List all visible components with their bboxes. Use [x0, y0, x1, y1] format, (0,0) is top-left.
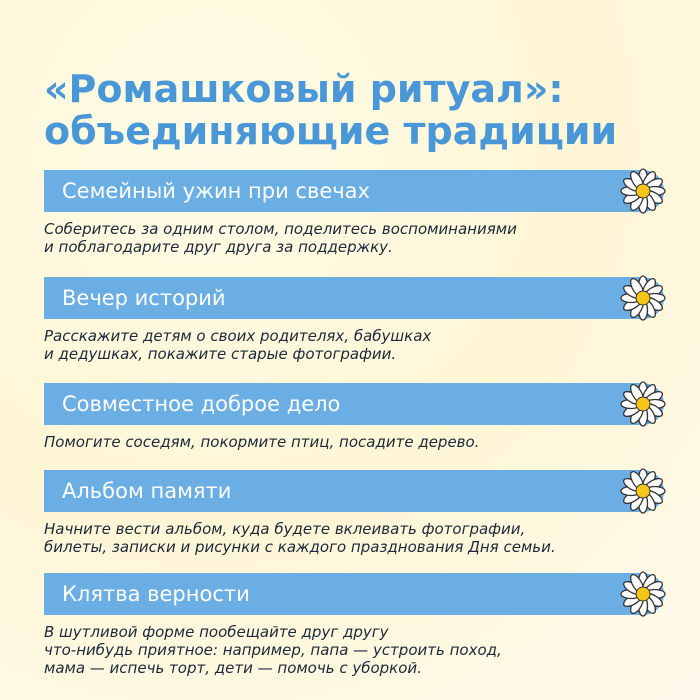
- item-title: Совместное доброе дело: [62, 392, 341, 416]
- tradition-item: Альбом памяти Начните вести альбом, куда …: [44, 468, 666, 556]
- text-line: и поблагодарите друг друга за поддержку.: [44, 238, 393, 256]
- item-header: Клятва верности: [44, 571, 666, 617]
- tradition-item: Семейный ужин при свечах Соберитесь за од…: [44, 168, 666, 256]
- item-title: Вечер историй: [62, 286, 226, 310]
- item-text: В шутливой форме пообещайте друг другу чт…: [44, 623, 664, 677]
- daisy-icon: [620, 381, 666, 427]
- text-line: мама — испечь торт, дети — помочь с убор…: [44, 659, 422, 677]
- title-line: «Ромашковый ритуал»:: [44, 67, 564, 111]
- daisy-icon: [620, 168, 666, 214]
- item-header: Вечер историй: [44, 275, 666, 321]
- item-title: Семейный ужин при свечах: [62, 179, 370, 203]
- text-line: и дедушках, покажите старые фотографии.: [44, 345, 397, 363]
- daisy-icon: [620, 468, 666, 514]
- tradition-item: Клятва верности В шутливой форме пообещай…: [44, 571, 666, 677]
- tradition-item: Вечер историй Расскажите детям о своих ро…: [44, 275, 666, 363]
- item-text: Расскажите детям о своих родителях, бабу…: [44, 327, 664, 363]
- text-line: Расскажите детям о своих родителях, бабу…: [44, 327, 432, 345]
- item-header: Семейный ужин при свечах: [44, 168, 666, 214]
- item-title: Клятва верности: [62, 582, 250, 606]
- text-line: что-нибудь приятное: например, папа — ус…: [44, 641, 502, 659]
- item-text: Соберитесь за одним столом, поделитесь в…: [44, 220, 664, 256]
- tradition-item: Совместное доброе дело Помогите соседям, …: [44, 381, 666, 451]
- text-line: Начните вести альбом, куда будете вклеив…: [44, 520, 526, 538]
- text-line: В шутливой форме пообещайте друг другу: [44, 623, 389, 641]
- daisy-icon: [620, 275, 666, 321]
- item-title: Альбом памяти: [62, 479, 232, 503]
- item-text: Помогите соседям, покормите птиц, посади…: [44, 433, 664, 451]
- item-header: Совместное доброе дело: [44, 381, 666, 427]
- title-line: объединяющие традиции: [44, 109, 618, 153]
- item-header: Альбом памяти: [44, 468, 666, 514]
- item-text: Начните вести альбом, куда будете вклеив…: [44, 520, 664, 556]
- text-line: Помогите соседям, покормите птиц, посади…: [44, 433, 480, 451]
- title: «Ромашковый ритуал»: объединяющие традици…: [44, 68, 617, 152]
- daisy-icon: [620, 571, 666, 617]
- text-line: билеты, записки и рисунки с каждого праз…: [44, 538, 556, 556]
- text-line: Соберитесь за одним столом, поделитесь в…: [44, 220, 517, 238]
